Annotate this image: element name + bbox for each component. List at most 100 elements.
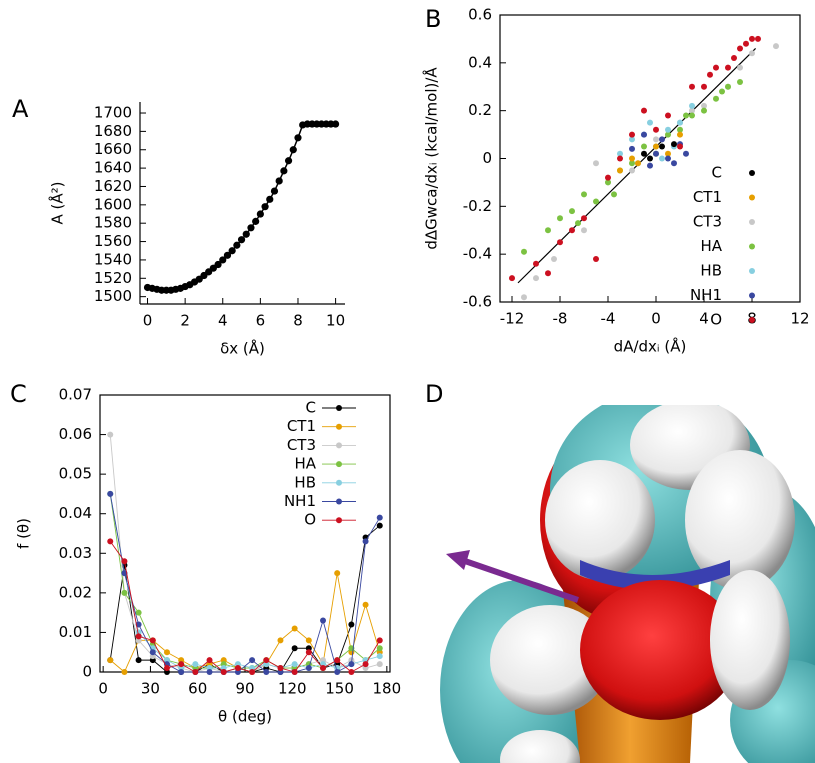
point	[263, 657, 270, 664]
y-tick-label: 0.02	[59, 583, 92, 601]
point	[617, 155, 623, 162]
x-tick-label: -8	[553, 310, 568, 328]
point	[362, 538, 369, 545]
point	[701, 107, 707, 114]
point	[121, 558, 128, 565]
point	[376, 653, 383, 660]
point	[677, 126, 683, 133]
y-tick-label: 0.07	[59, 386, 92, 404]
point	[611, 191, 617, 198]
legend-swatch	[749, 292, 755, 299]
point	[689, 102, 695, 109]
point	[665, 112, 671, 119]
legend-swatch	[749, 243, 755, 250]
point	[569, 227, 575, 234]
point	[249, 657, 256, 664]
point	[376, 522, 383, 529]
point	[192, 661, 199, 668]
point	[773, 43, 779, 50]
x-tick-label: 6	[256, 312, 266, 330]
point	[284, 157, 293, 165]
legend-label: O	[304, 511, 316, 529]
point	[107, 538, 114, 545]
y-tick-label: 1680	[94, 122, 132, 140]
point	[256, 210, 264, 218]
point	[605, 174, 611, 181]
point	[219, 256, 227, 264]
point	[671, 160, 677, 167]
point	[701, 102, 707, 109]
x-tick-label: 0	[651, 310, 661, 328]
point	[135, 633, 142, 640]
point	[237, 236, 246, 244]
legend-label: HA	[700, 237, 722, 255]
x-tick-label: 10	[326, 312, 345, 330]
point	[289, 146, 297, 154]
point	[629, 145, 635, 152]
point	[737, 64, 743, 71]
x-tick-label: -4	[601, 310, 616, 328]
y-tick-label: 0.04	[59, 504, 92, 522]
point	[689, 112, 695, 119]
point	[593, 160, 599, 167]
y-axis-label: f (θ)	[15, 518, 33, 549]
y-tick-label: -0.4	[463, 245, 492, 263]
y-tick-label: 0	[482, 149, 492, 167]
point	[635, 160, 641, 167]
point	[647, 155, 653, 162]
point	[659, 143, 665, 150]
point	[551, 255, 557, 262]
x-tick-label: 180	[373, 680, 402, 698]
point	[206, 657, 213, 664]
point	[593, 198, 599, 205]
point	[689, 107, 695, 114]
point	[557, 215, 563, 222]
point	[266, 195, 274, 203]
point	[545, 270, 551, 277]
legend-label: C	[712, 164, 722, 182]
panel-label: A	[12, 95, 29, 123]
point	[533, 275, 539, 282]
point	[557, 239, 563, 246]
y-tick-label: 1660	[94, 140, 132, 158]
y-tick-label: 1700	[94, 104, 132, 122]
point	[665, 150, 671, 157]
x-tick-label: 120	[278, 680, 307, 698]
legend-label: HB	[700, 262, 722, 280]
point	[581, 191, 587, 198]
point	[617, 167, 623, 174]
point	[228, 247, 236, 255]
legend-swatch	[336, 517, 342, 524]
point	[348, 669, 355, 675]
y-tick-label: 1600	[94, 195, 132, 213]
point	[291, 645, 298, 652]
point	[280, 167, 288, 175]
x-tick-label: 4	[699, 310, 709, 328]
x-tick-label: 30	[141, 680, 160, 698]
point	[305, 637, 312, 644]
point	[647, 119, 653, 126]
legend-swatch	[749, 317, 755, 323]
legend-swatch	[336, 442, 342, 449]
legend-swatch	[336, 479, 342, 486]
legend-label: CT1	[287, 417, 316, 435]
point	[206, 669, 213, 675]
legend-label: CT1	[693, 188, 722, 206]
y-tick-label: 0.01	[59, 623, 92, 641]
point	[348, 621, 355, 628]
point	[701, 83, 707, 90]
y-tick-label: 1520	[94, 269, 132, 287]
y-tick-label: 1640	[94, 159, 132, 177]
legend-swatch	[749, 268, 755, 274]
point	[569, 208, 575, 215]
point	[719, 88, 725, 95]
point	[121, 589, 128, 596]
point	[376, 514, 383, 521]
point	[641, 150, 647, 157]
y-tick-label: 1580	[94, 214, 132, 232]
plot-frame	[99, 394, 391, 673]
x-tick-label: 4	[218, 312, 228, 330]
point	[163, 649, 170, 656]
y-tick-label: 1540	[94, 250, 132, 268]
point	[291, 625, 298, 632]
